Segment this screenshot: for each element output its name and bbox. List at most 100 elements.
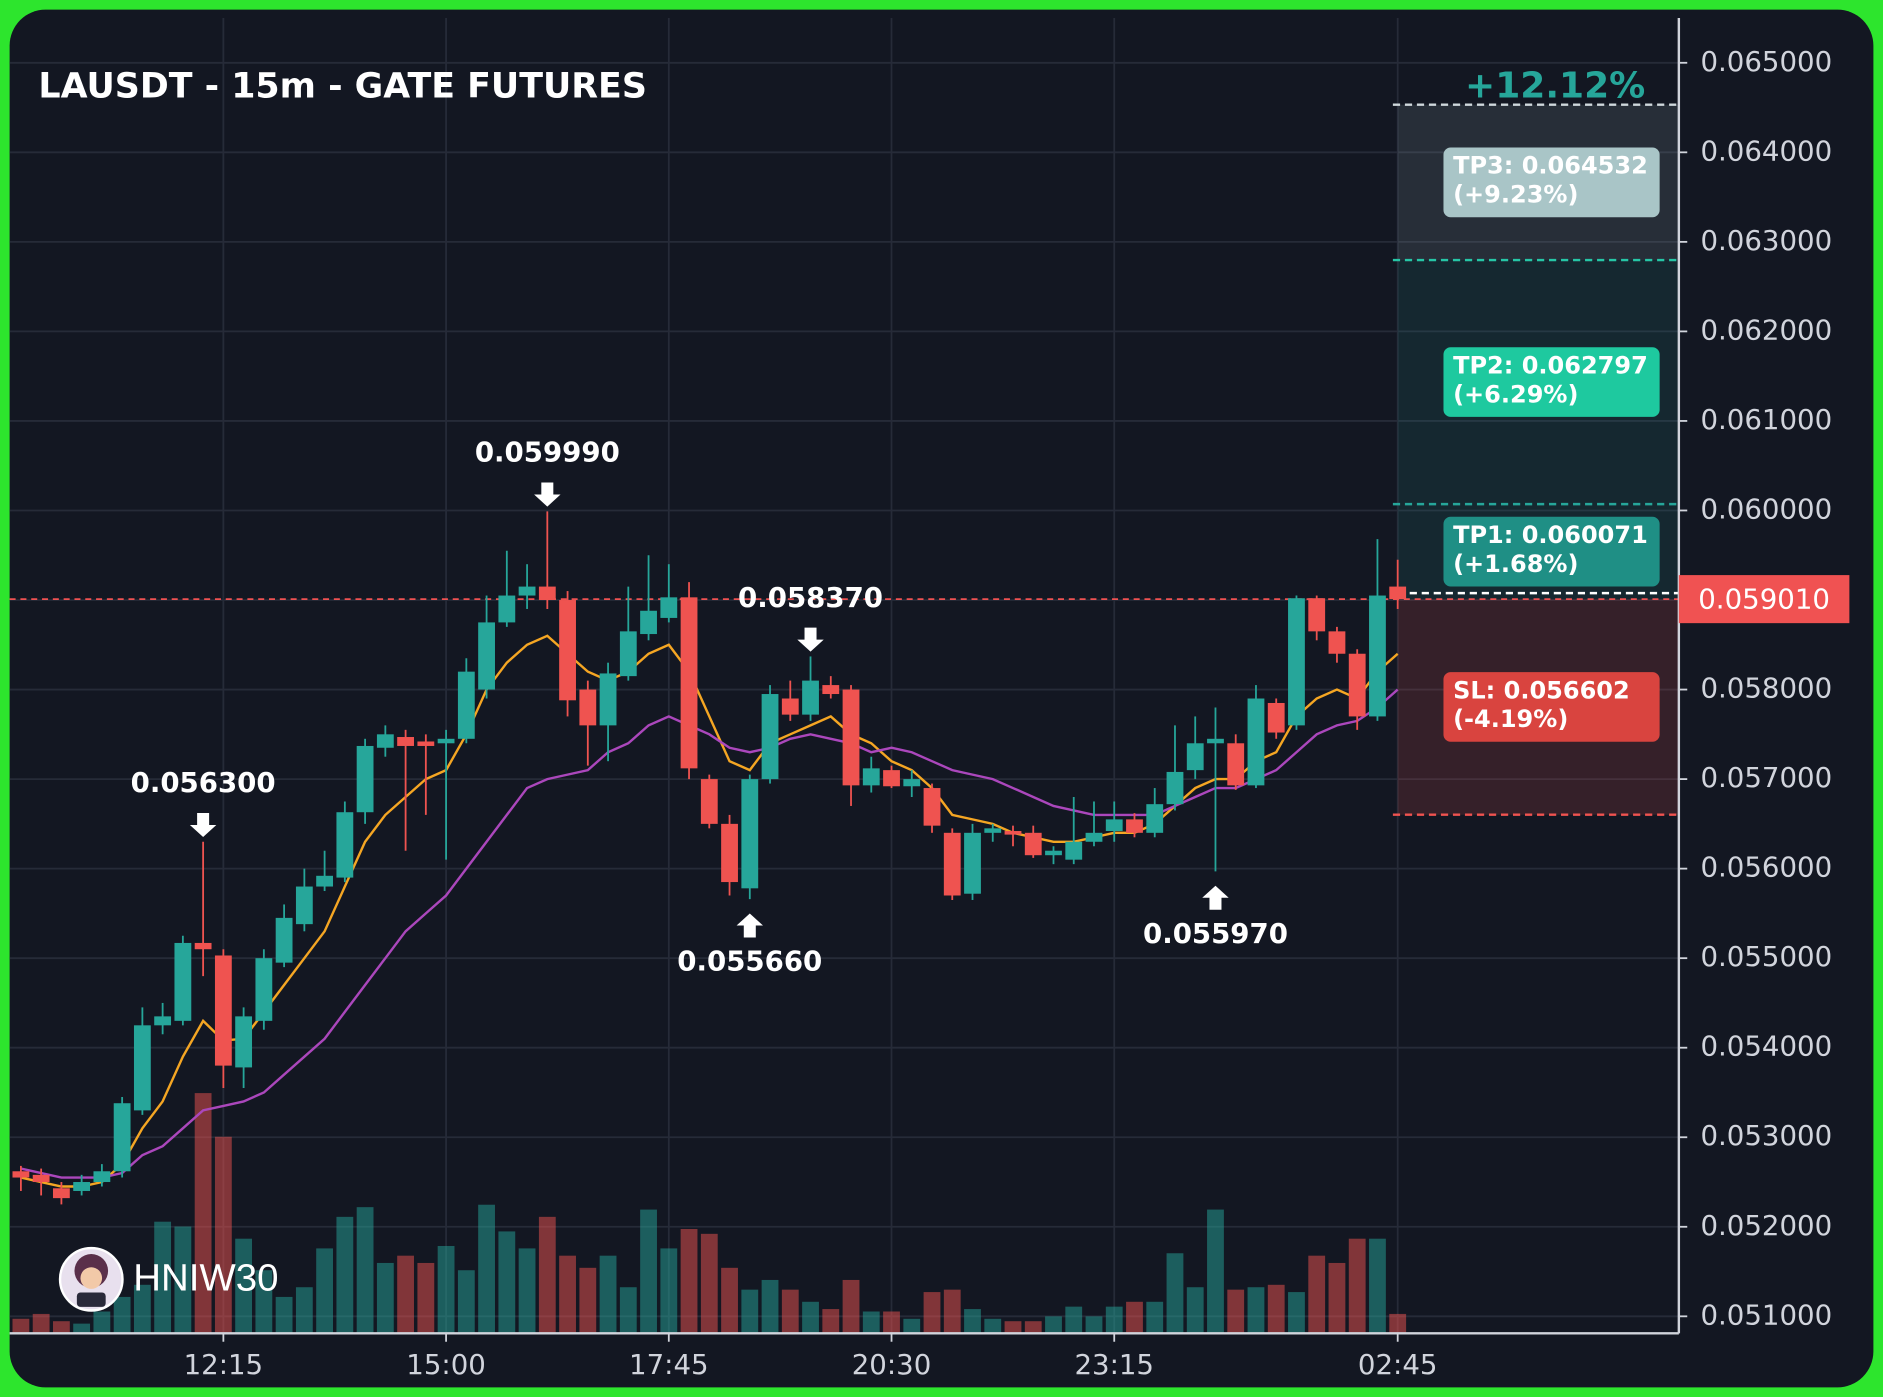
headline-change: +12.12% [1465,66,1645,107]
target-change: (+1.68%) [1453,550,1578,578]
price-label: 0.059010 [1698,582,1830,615]
volume-bar [619,1287,637,1334]
volume-bar [32,1313,50,1334]
watermark-text: HNIW30 [133,1257,278,1300]
volume-bar [1186,1287,1204,1334]
volume-bar [417,1262,435,1334]
target-box [1443,516,1660,587]
candle-body [1146,804,1164,833]
volume-bar [1004,1321,1022,1334]
target-change: (-4.19%) [1453,705,1568,733]
candle-body [943,832,961,896]
volume-bar [194,1093,212,1334]
target-change: (+9.23%) [1453,181,1578,209]
candle-body [73,1182,91,1191]
candle-body [174,942,192,1021]
candle-body [1207,738,1224,744]
avatar-face [80,1267,103,1289]
candle-body [680,597,698,769]
annotation-arrow [534,482,561,507]
candle-body [275,917,293,963]
candle-body [133,1025,151,1111]
annotation-arrow [736,913,763,938]
candle-body [154,1016,172,1026]
candle-body [1227,743,1245,786]
y-tick-label: 0.058000 [1700,672,1832,705]
candle-body [255,958,273,1021]
candle-body [1328,631,1346,654]
volume-bar [781,1289,799,1334]
y-tick-label: 0.056000 [1700,851,1832,884]
candle-body [478,622,495,690]
volume-bar [862,1311,880,1334]
volume-bar [1267,1284,1285,1334]
target-box [1443,347,1660,417]
y-tick-label: 0.054000 [1700,1030,1832,1063]
volume-bar [1308,1255,1326,1334]
x-tick-label: 17:45 [629,1348,709,1381]
volume-bar [579,1267,597,1334]
volume-bar [883,1311,900,1334]
watermark: HNIW30 [58,1246,278,1312]
candle-body [1105,819,1123,832]
annotation-label: 0.056300 [131,766,276,799]
candle-body [538,586,556,601]
candle-body [356,745,374,813]
volume-bar [1348,1238,1366,1334]
x-tick-label: 15:00 [406,1348,486,1381]
volume-bar [397,1255,414,1334]
volume-bar [903,1318,921,1334]
candle-body [336,812,354,878]
candle-body [518,586,536,596]
x-tick-label: 02:45 [1358,1348,1438,1381]
candle-body [559,600,576,701]
volume-bar [538,1216,556,1334]
candle-body [923,788,941,826]
volume-bar [1389,1313,1407,1334]
volume-bar [478,1204,495,1334]
candle-body [721,823,738,883]
volume-bar [1227,1289,1245,1334]
candle-body [437,738,455,744]
volume-bar [984,1318,1002,1334]
target-label: SL: 0.056602 [1453,676,1630,704]
x-tick-label: 12:15 [184,1348,264,1381]
y-tick-label: 0.063000 [1700,224,1832,257]
y-tick-label: 0.052000 [1700,1209,1832,1242]
volume-bar [1328,1262,1346,1334]
candle-body [1045,850,1062,856]
x-tick-label: 23:15 [1074,1348,1154,1381]
volume-bar [741,1289,759,1334]
target-label: TP2: 0.062797 [1453,351,1648,379]
candle-body [1247,698,1265,786]
volume-bar [964,1309,981,1334]
volume-bar [680,1228,698,1334]
annotation-label: 0.055660 [677,945,822,978]
candle-body [1126,819,1143,833]
volume-bar [599,1255,617,1334]
y-tick-label: 0.062000 [1700,313,1832,346]
y-tick-label: 0.061000 [1700,403,1832,436]
volume-bar [842,1279,860,1334]
candle-body [376,734,394,748]
volume-bar [802,1301,819,1334]
candle-body [1308,598,1326,632]
candle-body [1004,831,1022,835]
price-label-box [1678,575,1850,624]
annotation-label: 0.058370 [738,581,883,614]
y-tick-label: 0.055000 [1700,940,1832,973]
candle-body [214,955,232,1066]
candle-body [660,597,678,618]
candle-body [700,779,718,824]
candle-body [32,1174,50,1183]
volume-bar [275,1296,293,1334]
y-tick-label: 0.053000 [1700,1119,1832,1152]
volume-bar [316,1248,334,1334]
candle-body [316,875,334,887]
volume-bar [437,1245,455,1334]
target-label: TP3: 0.064532 [1453,152,1648,180]
candle-body [1024,832,1042,856]
volume-bar [559,1255,576,1334]
volume-bar [235,1238,253,1334]
